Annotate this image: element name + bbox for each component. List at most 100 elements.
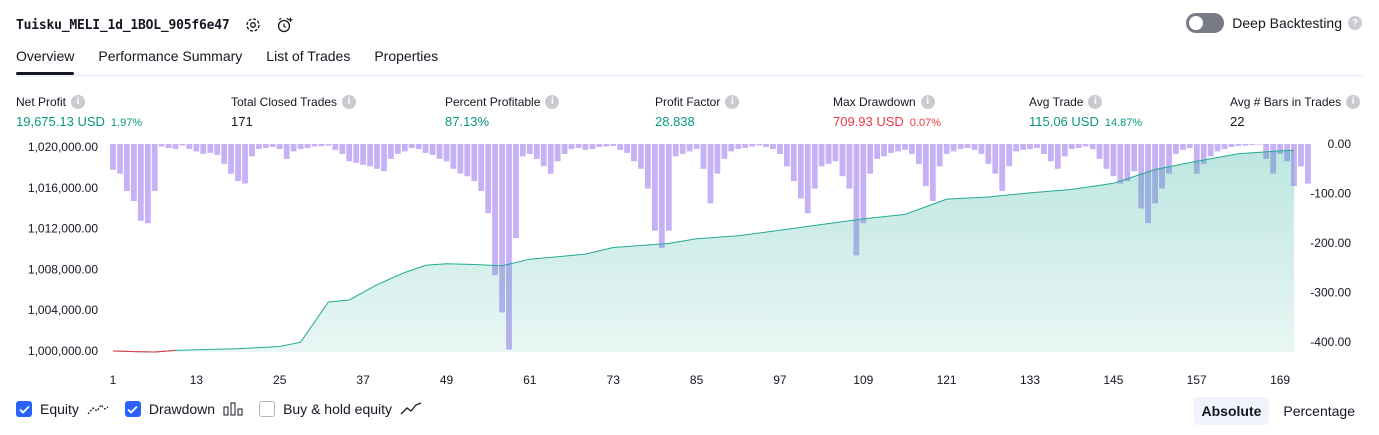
- drawdown-bar: [1124, 144, 1131, 182]
- percentage-button[interactable]: Percentage: [1283, 403, 1355, 419]
- drawdown-bar: [1180, 144, 1186, 150]
- drawdown-bar: [1249, 144, 1256, 145]
- metric-net-profit: Net Profit i 19,675.13 USD 1.97%: [16, 94, 142, 129]
- legend-equity[interactable]: Equity: [16, 401, 109, 417]
- drawdown-bar: [749, 144, 755, 147]
- y-axis-label-right: 0.00: [1328, 137, 1352, 151]
- drawdown-bar: [360, 144, 366, 165]
- drawdown-bar: [1298, 144, 1304, 167]
- equity-drawdown-chart[interactable]: 1,020,000.00 1,016,000.00 1,012,000.00 1,00…: [0, 136, 1379, 394]
- equity-area: [113, 150, 1294, 352]
- drawdown-bar: [652, 144, 658, 231]
- metric-value: 19,675.13 USD: [16, 114, 105, 129]
- drawdown-bar: [471, 144, 478, 182]
- drawdown-bar: [1034, 144, 1040, 148]
- drawdown-bar: [332, 144, 339, 150]
- left-axis-labels: 1,020,000.00 1,016,000.00 1,012,000.00 1,00…: [28, 140, 98, 358]
- tab-overview[interactable]: Overview: [16, 48, 75, 75]
- drawdown-bar: [1221, 144, 1228, 149]
- drawdown-bar: [846, 144, 853, 189]
- drawdown-bar: [506, 144, 512, 350]
- drawdown-bar: [443, 144, 450, 162]
- tab-performance-summary[interactable]: Performance Summary: [98, 48, 243, 64]
- drawdown-bar: [408, 144, 415, 148]
- metric-label: Net Profit: [16, 94, 67, 109]
- drawdown-bar: [492, 144, 498, 276]
- metric-percent: 1.97%: [110, 117, 143, 129]
- drawdown-bar: [235, 144, 241, 182]
- absolute-button[interactable]: Absolute: [1193, 397, 1270, 425]
- drawdown-bar: [624, 144, 630, 153]
- drawdown-bar: [450, 144, 457, 169]
- x-axis-label: 37: [356, 373, 370, 387]
- drawdown-bar: [693, 144, 700, 149]
- drawdown-bar: [526, 144, 533, 154]
- drawdown-bar: [547, 144, 554, 174]
- tab-properties[interactable]: Properties: [374, 48, 439, 64]
- info-icon[interactable]: i: [342, 94, 357, 109]
- drawdown-bar: [1013, 144, 1019, 152]
- drawdown-bar: [1305, 144, 1311, 184]
- drawdown-bar: [992, 144, 999, 174]
- settings-gear-icon[interactable]: [244, 16, 262, 34]
- drawdown-bar: [756, 144, 762, 146]
- drawdown-bar: [346, 144, 353, 162]
- info-icon[interactable]: i: [920, 94, 935, 109]
- legend-buy-hold[interactable]: Buy & hold equity: [259, 401, 422, 417]
- drawdown-bar: [665, 144, 672, 231]
- metric-value: 22: [1230, 114, 1245, 129]
- info-icon[interactable]: i: [1088, 94, 1103, 109]
- buy-hold-checkbox[interactable]: [259, 401, 276, 417]
- drawdown-bar: [797, 144, 804, 199]
- drawdown-bar: [228, 144, 234, 174]
- drawdown-bar: [1096, 144, 1103, 159]
- x-axis-label: 169: [1270, 373, 1290, 387]
- drawdown-bar: [144, 144, 151, 224]
- metric-avg-bars-in-trades: Avg # Bars in Trades i 22: [1230, 94, 1361, 129]
- drawdown-bar: [707, 144, 714, 204]
- drawdown-bar: [1082, 144, 1089, 147]
- add-alert-icon[interactable]: [276, 16, 294, 34]
- x-axis-label: 85: [690, 373, 704, 387]
- drawdown-bar: [520, 144, 526, 157]
- drawdown-bar: [881, 144, 887, 157]
- equity-checkbox[interactable]: [16, 401, 32, 417]
- help-icon[interactable]: ?: [1348, 16, 1362, 30]
- chart-legend: Equity Drawdown Buy & hold equity: [16, 401, 438, 417]
- drawdown-bar: [1020, 144, 1026, 150]
- y-axis-label-right: -300.00: [1310, 286, 1351, 300]
- info-icon[interactable]: i: [71, 94, 86, 109]
- info-icon[interactable]: i: [545, 94, 560, 109]
- drawdown-checkbox[interactable]: [124, 401, 141, 417]
- info-icon[interactable]: i: [1346, 94, 1361, 109]
- drawdown-bar: [374, 144, 380, 169]
- y-axis-label-right: -100.00: [1310, 187, 1351, 201]
- drawdown-bar: [631, 144, 637, 162]
- info-icon[interactable]: i: [725, 94, 740, 109]
- drawdown-bar: [1277, 144, 1283, 154]
- drawdown-bar: [1193, 144, 1200, 174]
- drawdown-bar: [735, 144, 742, 149]
- drawdown-bar: [1041, 144, 1047, 154]
- drawdown-bar: [804, 144, 811, 214]
- y-axis-label-left: 1,012,000.00: [28, 222, 98, 236]
- drawdown-bar: [638, 144, 644, 169]
- legend-drawdown[interactable]: Drawdown: [124, 401, 243, 417]
- drawdown-bar: [137, 144, 144, 221]
- drawdown-bar: [485, 144, 492, 214]
- drawdown-bar: [158, 144, 165, 147]
- drawdown-bar: [1117, 144, 1124, 184]
- drawdown-bar: [999, 144, 1006, 191]
- drawdown-bar: [513, 144, 519, 239]
- deep-backtesting-toggle[interactable]: [1186, 13, 1225, 33]
- drawdown-bar: [721, 144, 728, 159]
- equity-line-below-start: [112, 349, 176, 353]
- tab-list-of-trades[interactable]: List of Trades: [266, 48, 351, 64]
- drawdown-bar: [304, 144, 311, 148]
- drawdown-bar: [617, 144, 624, 150]
- drawdown-bar: [790, 144, 797, 182]
- scale-mode-toggle: Absolute Percentage: [1188, 397, 1364, 425]
- drawdown-bar: [936, 144, 943, 167]
- drawdown-bar: [929, 144, 936, 201]
- metric-value: 171: [231, 114, 253, 129]
